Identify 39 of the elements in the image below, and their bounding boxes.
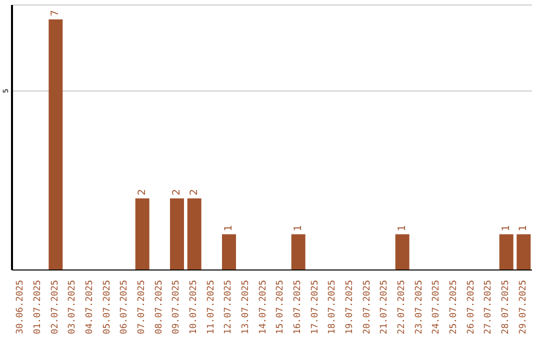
x-tick-label: 18.07.2025 bbox=[328, 280, 338, 334]
data-label: 7 bbox=[50, 10, 62, 16]
x-tick-label: 01.07.2025 bbox=[33, 280, 43, 334]
x-tick-label: 14.07.2025 bbox=[258, 280, 268, 334]
x-tick-label: 27.07.2025 bbox=[484, 280, 494, 334]
x-tick-label: 07.07.2025 bbox=[137, 280, 147, 334]
x-tick-label: 04.07.2025 bbox=[85, 280, 95, 334]
x-tick-label: 23.07.2025 bbox=[414, 280, 424, 334]
data-label: 1 bbox=[396, 224, 408, 232]
x-tick-label: 06.07.2025 bbox=[120, 280, 130, 334]
x-tick-label: 24.07.2025 bbox=[432, 280, 442, 334]
x-tick-label: 03.07.2025 bbox=[68, 280, 78, 334]
x-tick-label: 05.07.2025 bbox=[102, 280, 112, 334]
x-tick-label: 10.07.2025 bbox=[189, 280, 199, 334]
x-tick-label: 28.07.2025 bbox=[501, 280, 511, 334]
data-label: 1 bbox=[292, 224, 304, 232]
x-tick-label: 09.07.2025 bbox=[172, 280, 182, 334]
data-label: 2 bbox=[172, 189, 182, 196]
x-tick-label: 13.07.2025 bbox=[241, 280, 251, 334]
x-tick-label: 08.07.2025 bbox=[154, 280, 164, 334]
data-label: 1 bbox=[518, 224, 530, 232]
data-label: 1 bbox=[224, 224, 234, 232]
x-tick-label: 21.07.2025 bbox=[380, 280, 390, 334]
x-tick-label: 20.07.2025 bbox=[362, 280, 372, 334]
x-tick-label: 12.07.2025 bbox=[224, 280, 234, 334]
x-tick-label: 19.07.2025 bbox=[345, 280, 355, 334]
x-tick-label: 30.06.2025 bbox=[16, 280, 26, 334]
x-tick-label: 15.07.2025 bbox=[276, 280, 286, 334]
data-label: 2 bbox=[188, 189, 200, 196]
x-tick-label: 22.07.2025 bbox=[397, 280, 407, 334]
x-tick-label: 02.07.2025 bbox=[50, 280, 60, 334]
x-tick-label: 17.07.2025 bbox=[310, 280, 320, 334]
data-label: 1 bbox=[500, 224, 512, 232]
x-tick-label: 11.07.2025 bbox=[206, 280, 216, 334]
x-tick-label: 29.07.2025 bbox=[518, 280, 528, 334]
x-tick-label: 26.07.2025 bbox=[466, 280, 476, 334]
x-tick-label: 16.07.2025 bbox=[293, 280, 303, 334]
x-tick-label: 25.07.2025 bbox=[449, 280, 459, 334]
data-label: 2 bbox=[136, 189, 148, 196]
